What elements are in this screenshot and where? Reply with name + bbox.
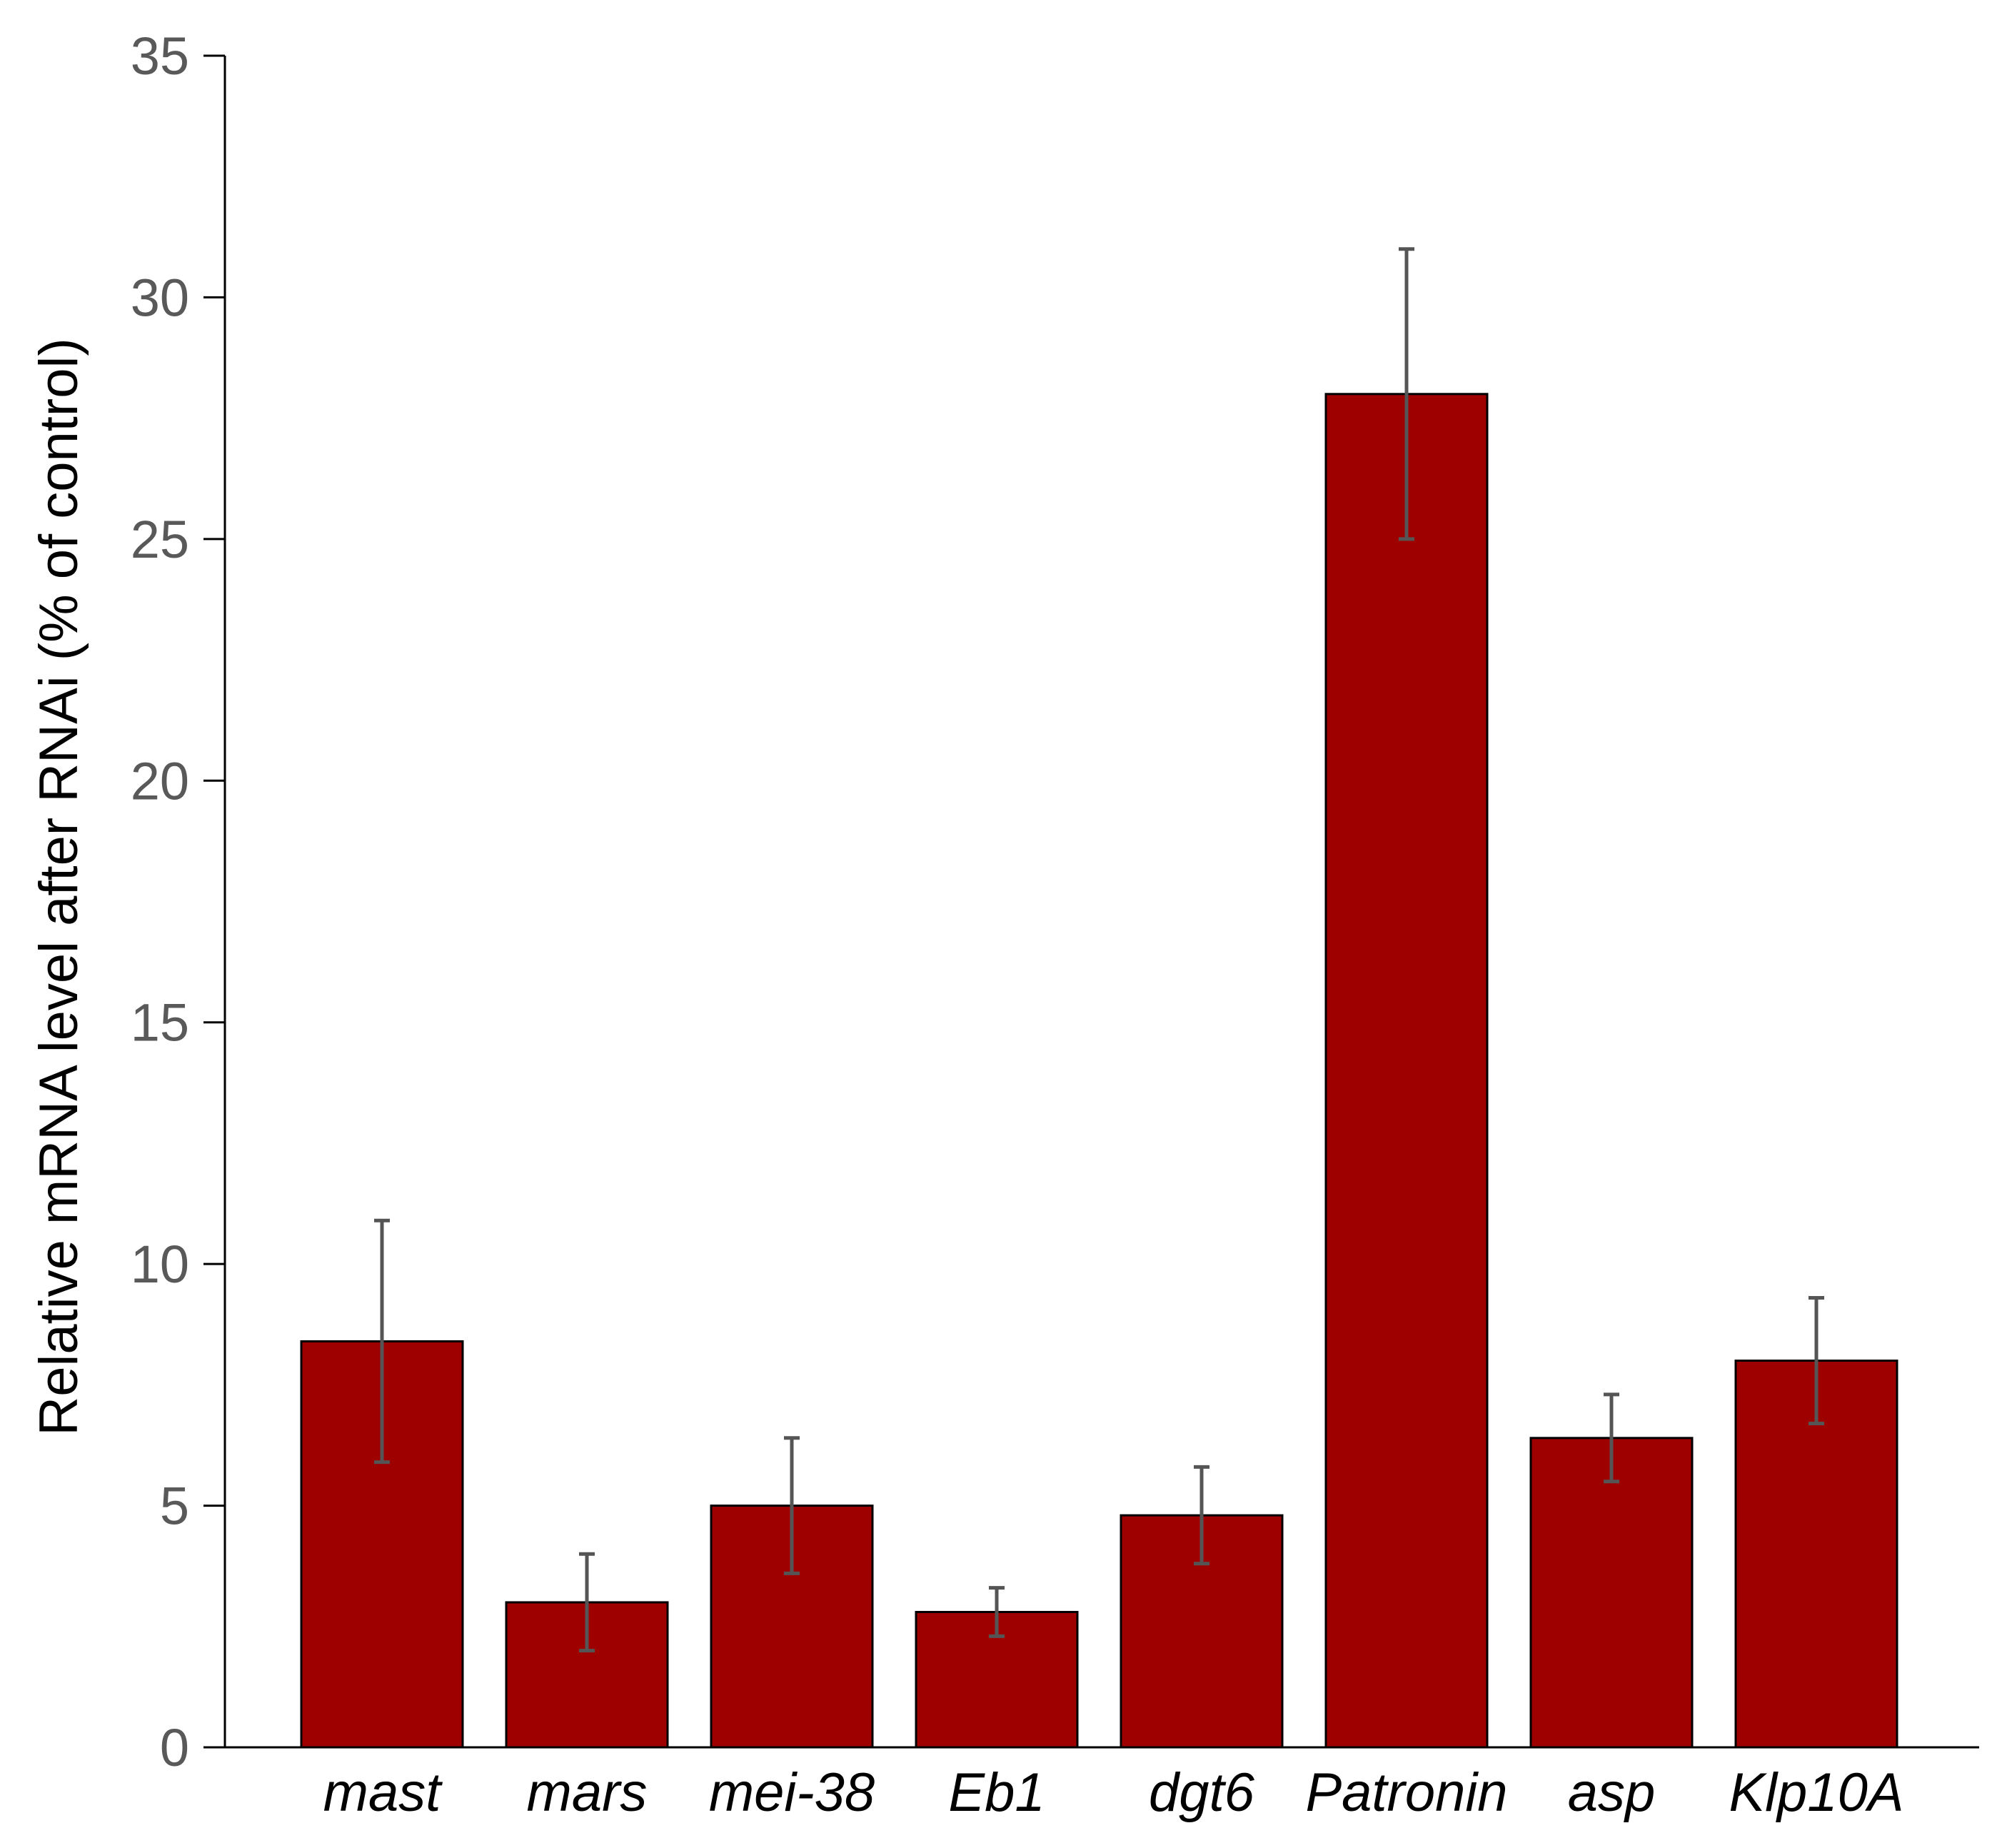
y-tick-label: 0 [160,1718,189,1777]
error-bar-mars [579,1552,595,1653]
y-axis-title: Relative mRNA level after RNAi (% of con… [29,338,89,1435]
y-tick-label: 35 [131,26,189,86]
y-tick-label: 20 [131,751,189,810]
error-bar-klp10a [1809,1296,1824,1426]
x-tick-label: Klp10A [1729,1762,1903,1823]
error-bar-patronin [1399,247,1414,541]
x-tick-label: Eb1 [948,1762,1045,1823]
y-axis-ticks: 0 5 10 15 20 25 30 35 [131,26,225,1777]
y-tick-label: 5 [160,1477,189,1536]
bars [300,393,1898,1749]
error-bar-mei-38 [784,1436,800,1575]
bar-patronin [1324,393,1489,1749]
error-bar-asp [1604,1392,1619,1484]
error-bar-eb1 [989,1586,1005,1638]
x-tick-label: mei-38 [709,1762,875,1823]
x-axis-labels: mast mars mei-38 Eb1 dgt6 Patronin asp Klp10A [323,1762,1904,1823]
x-tick-label: Patronin [1305,1762,1507,1823]
x-tick-label: asp [1568,1762,1656,1823]
x-tick-label: mars [527,1762,648,1823]
error-bar-mast [374,1218,390,1465]
y-tick-label: 25 [131,510,189,569]
bar-asp [1529,1437,1694,1749]
x-tick-label: mast [323,1762,443,1823]
x-tick-label: dgt6 [1149,1762,1255,1823]
error-bars [374,247,1824,1653]
error-bar-dgt6 [1194,1465,1209,1566]
bar-eb1 [915,1610,1079,1749]
y-tick-label: 15 [131,993,189,1053]
y-tick-label: 30 [131,268,189,327]
y-tick-label: 10 [131,1235,189,1294]
